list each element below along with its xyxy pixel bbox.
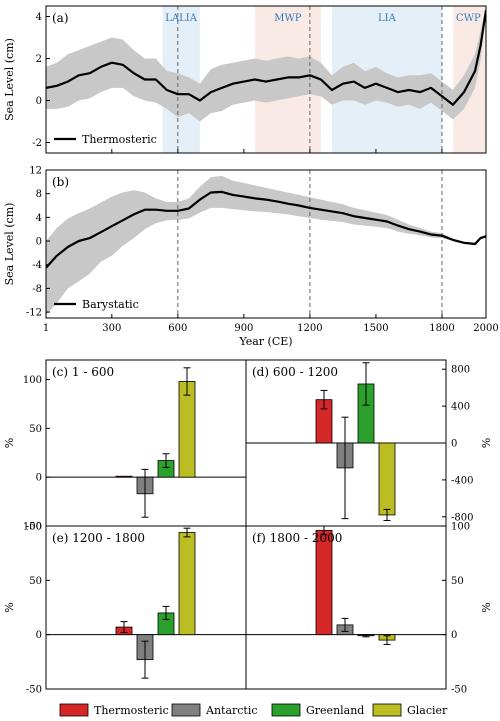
legend-swatch-thermosteric xyxy=(59,703,89,717)
x-tick-label: 1500 xyxy=(363,323,388,334)
y-tick-label: -4 xyxy=(32,260,42,271)
uncertainty-band xyxy=(46,175,486,315)
x-tick-label: 1 xyxy=(43,323,49,334)
period-label-mwp: MWP xyxy=(274,13,302,24)
y-tick-label: 0 xyxy=(451,630,457,641)
panel-a-thermosteric-line-chart: -2 0 2 4 (a) Sea Level (cm) LALIA MWP LIA CWP Ther… xyxy=(3,5,487,154)
panel-label: (c) 1 - 600 xyxy=(52,365,114,379)
y-tick-label: 800 xyxy=(451,365,470,376)
y-tick-label: 100 xyxy=(23,522,42,533)
y-tick-label: 0 xyxy=(36,473,42,484)
y-tick-label: 0 xyxy=(36,237,42,248)
y-axis-label: Sea Level (cm) xyxy=(3,38,16,121)
x-tick-label: 900 xyxy=(234,323,253,334)
y-tick-label: 50 xyxy=(29,576,42,587)
y-tick-label: 100 xyxy=(451,522,470,533)
x-axis-label: Year (CE) xyxy=(238,335,292,348)
y-tick-label: -8 xyxy=(32,284,42,295)
panel-c-bar-chart: -50 0 50 100 (c) 1 - 600% xyxy=(3,365,246,533)
y-tick-label: 50 xyxy=(451,576,464,587)
legend-swatch-antarctic xyxy=(171,703,201,717)
y-tick-label: 400 xyxy=(451,402,470,413)
plot-frame xyxy=(45,5,487,154)
legend-swatch-greenland xyxy=(271,703,301,717)
y-tick-label: 12 xyxy=(29,166,42,177)
bar-thermosteric xyxy=(315,529,333,636)
panel-d-bar-chart: -800 -400 0 400 800 (d) 600 - 1200% xyxy=(246,362,493,523)
legend-label-greenland: Greenland xyxy=(306,704,364,717)
y-axis-label: % xyxy=(480,438,493,448)
y-tick-label: 4 xyxy=(36,12,42,23)
legend-swatch-glacier xyxy=(372,703,402,717)
x-tick-label: 1800 xyxy=(429,323,454,334)
period-label-lia: LIA xyxy=(378,13,397,24)
panel-label: (f) 1800 - 2000 xyxy=(252,531,342,545)
bar-legend: Thermosteric Antarctic Greenland Glacier xyxy=(59,703,448,717)
y-tick-label: 100 xyxy=(23,375,42,386)
y-tick-label: -50 xyxy=(26,685,42,696)
legend-label-thermosteric: Thermosteric xyxy=(94,704,169,717)
bar-panels-frame xyxy=(45,359,447,690)
y-axis-label: % xyxy=(3,602,16,612)
panel-label: (e) 1200 - 1800 xyxy=(52,531,145,545)
y-tick-label: 8 xyxy=(36,189,42,200)
panel-f-bar-chart: -50 0 50 100 (f) 1800 - 2000% xyxy=(246,522,493,696)
period-label-lalia: LALIA xyxy=(165,13,197,24)
y-tick-label: 0 xyxy=(36,96,42,107)
y-tick-label: -2 xyxy=(32,138,42,149)
plot-frame xyxy=(45,169,487,319)
legend-label-glacier: Glacier xyxy=(407,704,448,717)
legend-label-antarctic: Antarctic xyxy=(205,704,258,717)
panel-label: (b) xyxy=(52,175,69,189)
panel-label: (a) xyxy=(52,11,69,25)
period-label-cwp: CWP xyxy=(456,13,481,24)
panel-e-bar-chart: -50 0 50 100 (e) 1200 - 1800% xyxy=(3,522,246,696)
bar-glacier xyxy=(378,442,396,516)
uncertainty-band xyxy=(46,6,486,122)
y-tick-label: 2 xyxy=(36,54,42,65)
x-tick-label: 600 xyxy=(168,323,187,334)
bar-thermosteric xyxy=(115,475,133,478)
legend-label: Thermosteric xyxy=(82,133,157,146)
legend-label: Barystatic xyxy=(82,298,139,311)
y-tick-label: -50 xyxy=(26,522,42,533)
y-tick-label: 0 xyxy=(451,439,457,450)
y-tick-label: -50 xyxy=(451,685,467,696)
x-tick-label: 2000 xyxy=(473,323,498,334)
y-tick-label: -12 xyxy=(26,308,42,319)
y-axis-label: % xyxy=(3,438,16,448)
y-axis-label: Sea Level (cm) xyxy=(3,203,16,286)
y-tick-label: 4 xyxy=(36,213,42,224)
panel-label: (d) 600 - 1200 xyxy=(252,365,338,379)
y-tick-label: 50 xyxy=(29,424,42,435)
y-tick-label: -400 xyxy=(451,475,473,486)
series-line xyxy=(46,190,486,269)
series-line xyxy=(46,10,486,106)
y-tick-label: -800 xyxy=(451,512,473,523)
bar-glacier xyxy=(178,381,196,478)
bar-glacier xyxy=(178,532,196,636)
y-tick-label: 0 xyxy=(36,630,42,641)
x-tick-label: 300 xyxy=(102,323,121,334)
x-tick-label: 1200 xyxy=(297,323,322,334)
y-axis-label: % xyxy=(480,602,493,612)
panel-b-barystatic-line-chart: -12 -8 -4 0 4 8 12 1 300 600 900 1200 1500 1800 2000 (b… xyxy=(3,166,499,349)
